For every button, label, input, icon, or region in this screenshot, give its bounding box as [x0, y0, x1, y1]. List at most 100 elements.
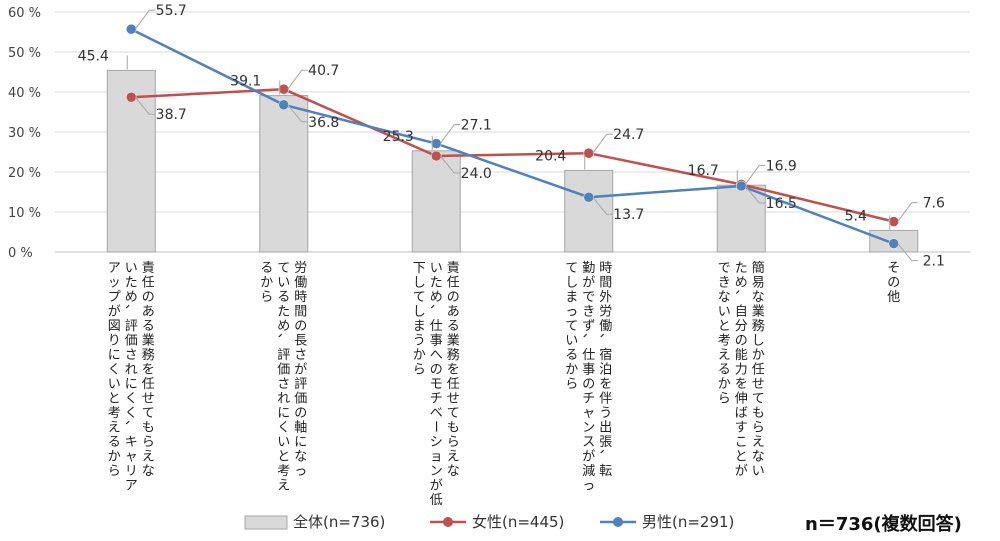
category-char: 力 [735, 363, 748, 378]
category-char: え [142, 450, 155, 465]
category-char: さ [125, 348, 138, 363]
category-char: ャ [125, 450, 138, 465]
category-char: な [752, 450, 765, 465]
category-char: 張 [599, 435, 612, 450]
category-char: ス [582, 435, 595, 450]
category-char: あ [142, 305, 155, 320]
category-char: る [108, 435, 121, 450]
category-char: う [599, 406, 612, 421]
series-point [736, 180, 747, 192]
category-char: 事 [582, 363, 595, 378]
category-char: 、 [427, 304, 442, 317]
category-char: 評 [294, 377, 307, 392]
category-char: そ [887, 261, 900, 276]
line-data-label: 38.7 [156, 107, 187, 123]
category-char: ア [108, 261, 121, 276]
series-line [131, 87, 895, 223]
category-char: す [735, 421, 748, 436]
category-char: く [125, 406, 138, 421]
category-char: が [582, 450, 595, 465]
category-char: 責 [447, 261, 460, 276]
category-char: し [413, 276, 426, 291]
category-char: チ [582, 392, 595, 407]
category-char: と [718, 319, 731, 334]
category-char: か [108, 450, 121, 465]
category-char: で [582, 290, 595, 305]
category-char: て [565, 319, 578, 334]
line-data-label: 13.7 [613, 207, 644, 223]
category-char: る [142, 319, 155, 334]
category-char: と [735, 450, 748, 465]
category-char: る [718, 363, 731, 378]
category-char: た [430, 276, 443, 291]
category-char: た [735, 261, 748, 276]
sample-note: n＝736(複数回答) [805, 513, 962, 535]
bar [411, 150, 461, 253]
category-char: て [447, 406, 460, 421]
bar-data-label: 16.7 [688, 163, 719, 179]
category-char: 、 [122, 420, 137, 433]
bar-data-label: 5.4 [845, 208, 867, 224]
category-char: な [294, 450, 307, 465]
category-char: 長 [294, 334, 307, 349]
category-char: モ [430, 377, 443, 392]
category-char: ア [125, 479, 138, 494]
category-char: く [108, 363, 121, 378]
category-char: 他 [887, 290, 900, 305]
series-point [126, 23, 137, 35]
category-char: の [447, 290, 460, 305]
category-char: し [413, 305, 426, 320]
bar-data-label: 20.4 [535, 148, 566, 164]
y-tick-label: 20 % [8, 166, 41, 181]
category-char: を [142, 363, 155, 378]
category-label: 責任のある業務を任せてもらえないため、評価されにくく、キャリアアップが図りにくい… [108, 261, 155, 494]
category-char: る [260, 261, 273, 276]
leader-line [134, 9, 156, 30]
category-char: 時 [294, 290, 307, 305]
series-point [126, 91, 137, 103]
category-char: か [718, 377, 731, 392]
bar-data-label: 39.1 [230, 74, 261, 90]
category-char: し [565, 276, 578, 291]
category-char: た [125, 276, 138, 291]
line-data-label: 40.7 [308, 63, 339, 79]
leader-line [897, 243, 918, 262]
category-char: ら [447, 435, 460, 450]
leader-line [744, 164, 766, 185]
category-char: リ [125, 464, 138, 479]
category-char: の [294, 406, 307, 421]
category-char: き [582, 305, 595, 320]
category-char: 価 [125, 334, 138, 349]
category-char: 下 [413, 261, 426, 276]
category-char: さ [277, 377, 290, 392]
category-char: 、 [580, 333, 595, 346]
category-char: せ [752, 377, 765, 392]
category-char: れ [125, 363, 138, 378]
category-char: 働 [294, 276, 307, 291]
category-char: こ [735, 435, 748, 450]
category-char: 責 [142, 261, 155, 276]
category-char: さ [294, 348, 307, 363]
category-char: に [294, 435, 307, 450]
category-char: 伴 [599, 392, 612, 407]
series-point [583, 147, 594, 159]
category-char: 任 [752, 363, 765, 378]
category-char: っ [294, 464, 307, 479]
category-char: も [142, 421, 155, 436]
category-char: め [430, 290, 443, 305]
series-point [431, 138, 442, 149]
bar [716, 184, 766, 253]
category-char: て [565, 261, 578, 276]
category-char: の [735, 334, 748, 349]
leader-line [439, 155, 461, 174]
category-char: ら [142, 435, 155, 450]
grid-layer: 0 % 10 % 20 % 30 % 40 % 50 % 60 % [8, 6, 970, 261]
category-char: い [108, 377, 121, 392]
category-char: の [142, 290, 155, 305]
category-char: も [447, 421, 460, 436]
category-char: に [277, 406, 290, 421]
